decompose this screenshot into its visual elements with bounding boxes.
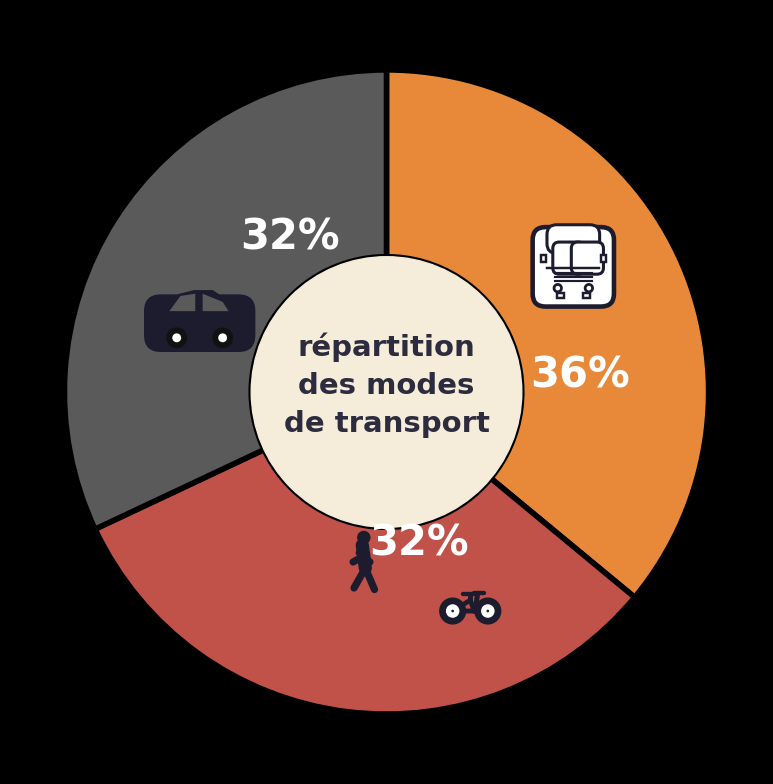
Circle shape — [446, 604, 459, 618]
Circle shape — [251, 256, 522, 528]
Circle shape — [165, 327, 188, 349]
Circle shape — [451, 610, 454, 612]
FancyBboxPatch shape — [553, 242, 585, 274]
Bar — [557, 293, 564, 299]
Circle shape — [554, 285, 561, 292]
Circle shape — [486, 610, 489, 612]
Text: 32%: 32% — [369, 522, 468, 564]
Bar — [541, 255, 546, 262]
Circle shape — [481, 604, 495, 618]
Polygon shape — [169, 294, 196, 311]
Bar — [601, 255, 605, 262]
Text: 36%: 36% — [530, 355, 630, 397]
Circle shape — [357, 531, 370, 544]
Circle shape — [218, 333, 227, 343]
Wedge shape — [386, 70, 709, 597]
Polygon shape — [165, 291, 231, 311]
FancyBboxPatch shape — [571, 242, 604, 274]
Circle shape — [212, 327, 233, 349]
FancyBboxPatch shape — [145, 295, 254, 351]
Wedge shape — [64, 70, 386, 529]
Circle shape — [440, 598, 465, 624]
Circle shape — [475, 598, 501, 624]
Circle shape — [585, 285, 593, 292]
Wedge shape — [95, 449, 635, 714]
Text: 32%: 32% — [240, 216, 339, 259]
Bar — [583, 293, 590, 299]
Polygon shape — [203, 294, 229, 311]
Text: répartition
des modes
de transport: répartition des modes de transport — [284, 333, 489, 438]
FancyBboxPatch shape — [547, 225, 600, 253]
Circle shape — [172, 333, 181, 343]
FancyBboxPatch shape — [533, 227, 614, 307]
